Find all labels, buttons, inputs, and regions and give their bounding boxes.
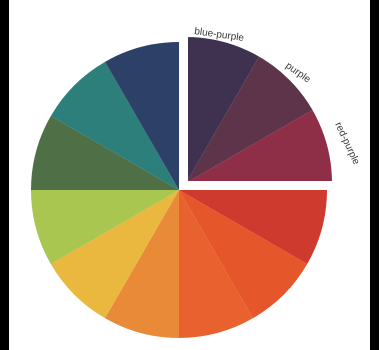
color-wheel: blue-purple purple red-purple bbox=[31, 26, 362, 338]
segment-blue-green bbox=[50, 61, 179, 190]
label-red-purple: red-purple bbox=[332, 121, 361, 167]
segment-orange bbox=[105, 190, 179, 338]
segment-blue-purple bbox=[186, 35, 260, 183]
segment-yellow-orange bbox=[50, 190, 179, 319]
wheel-segments bbox=[31, 32, 337, 338]
segment-blue bbox=[105, 42, 179, 190]
segment-green bbox=[31, 116, 179, 190]
segment-purple bbox=[186, 54, 315, 183]
segment-red bbox=[179, 190, 327, 264]
highlight-frame bbox=[184, 32, 337, 185]
segment-red-purple bbox=[186, 109, 334, 183]
segment-yellow-green bbox=[31, 190, 179, 264]
segment-red-orange bbox=[179, 190, 308, 319]
segment-orange-red bbox=[179, 190, 253, 338]
color-wheel-canvas: blue-purple purple red-purple bbox=[9, 0, 370, 350]
